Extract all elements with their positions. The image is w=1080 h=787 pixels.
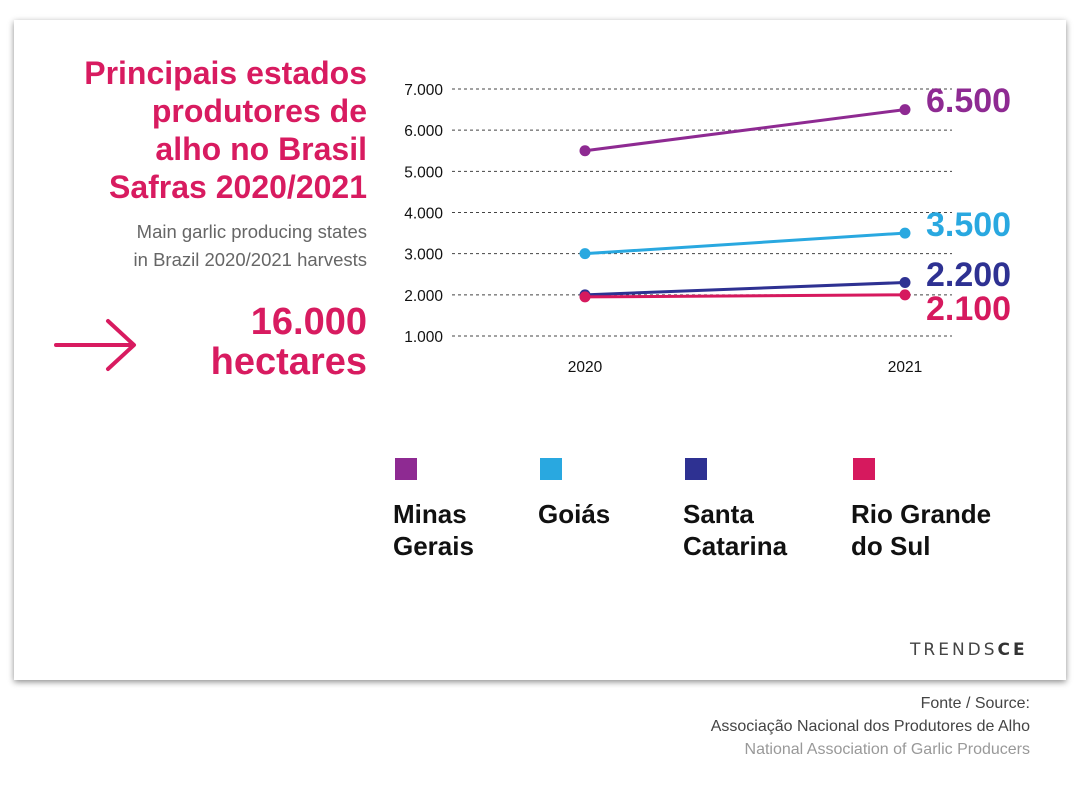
legend-label-line: Gerais (393, 531, 474, 561)
x-tick-label: 2020 (568, 359, 603, 376)
end-value-label: 3.500 (926, 206, 1011, 244)
chart-subtitle: Main garlic producing states in Brazil 2… (27, 218, 367, 274)
y-tick-label: 5.000 (404, 164, 443, 181)
y-tick-label: 1.000 (404, 329, 443, 346)
y-tick-label: 6.000 (404, 123, 443, 140)
legend-label: Minas Gerais (393, 498, 583, 562)
legend-swatch (540, 458, 562, 480)
y-tick-label: 2.000 (404, 288, 443, 305)
legend-label-line: Santa (683, 499, 754, 529)
brand-bold: CE (997, 640, 1028, 660)
brand-light: TRENDS (910, 640, 998, 660)
y-tick-label: 3.000 (404, 247, 443, 264)
brand-logo: TRENDSCE (910, 640, 1028, 660)
legend-label: Rio Grande do Sul (851, 498, 1041, 562)
end-value-label: 2.100 (926, 290, 1011, 328)
total-area: 16.000 hectares (137, 302, 367, 382)
data-point (899, 227, 911, 239)
total-value: 16.000 (250, 301, 367, 343)
subtitle-line: in Brazil 2020/2021 harvests (133, 249, 367, 270)
data-point (899, 104, 911, 116)
data-point (899, 289, 911, 301)
data-point (579, 145, 591, 157)
y-tick-label: 7.000 (404, 82, 443, 99)
legend-label-line: Catarina (683, 531, 788, 561)
source-pt: Associação Nacional dos Produtores de Al… (710, 718, 1030, 735)
legend-label-line: Minas (393, 499, 467, 529)
x-tick-label: 2021 (888, 359, 922, 376)
data-point (579, 291, 591, 303)
legend-label-line: Rio Grande (851, 499, 992, 529)
series-line (584, 293, 906, 299)
source-note: Fonte / Source: Associação Nacional dos … (711, 692, 1030, 761)
end-value-label: 6.500 (926, 82, 1011, 120)
line-chart: 1.000 2.000 3.000 4.000 5.000 6.000 7.000 2020 2… (404, 82, 1011, 376)
legend-label-line: do Sul (851, 531, 931, 561)
title-line: produtores de (151, 93, 367, 129)
subtitle-line: Main garlic producing states (136, 221, 367, 242)
legend-swatch (685, 458, 707, 480)
data-point (579, 248, 591, 260)
total-unit: hectares (210, 341, 367, 383)
chart-title: Principais estados produtores de alho no… (27, 54, 367, 206)
legend-label: Goiás (538, 498, 728, 530)
series-line (584, 280, 906, 297)
legend-item-goias: Goiás (538, 458, 728, 530)
legend-label-line: Goiás (538, 499, 611, 529)
series-line (584, 231, 906, 256)
legend-label: Santa Catarina (683, 498, 873, 562)
legend-swatch (853, 458, 875, 480)
legend-swatch (395, 458, 417, 480)
end-value-label: 2.200 (926, 256, 1011, 294)
title-line: Principais estados (84, 55, 367, 91)
legend-item-minas-gerais: Minas Gerais (393, 458, 583, 562)
y-tick-label: 4.000 (404, 206, 443, 223)
series-line (584, 108, 906, 153)
source-label: Fonte / Source: (920, 695, 1030, 712)
legend-item-rio-grande-do-sul: Rio Grande do Sul (851, 458, 1041, 562)
arrow-right-icon (54, 319, 136, 371)
title-line: Safras 2020/2021 (109, 169, 367, 205)
title-line: alho no Brasil (155, 131, 367, 167)
legend-item-santa-catarina: Santa Catarina (683, 458, 873, 562)
source-en: National Association of Garlic Producers (744, 741, 1030, 758)
data-point (899, 276, 911, 288)
